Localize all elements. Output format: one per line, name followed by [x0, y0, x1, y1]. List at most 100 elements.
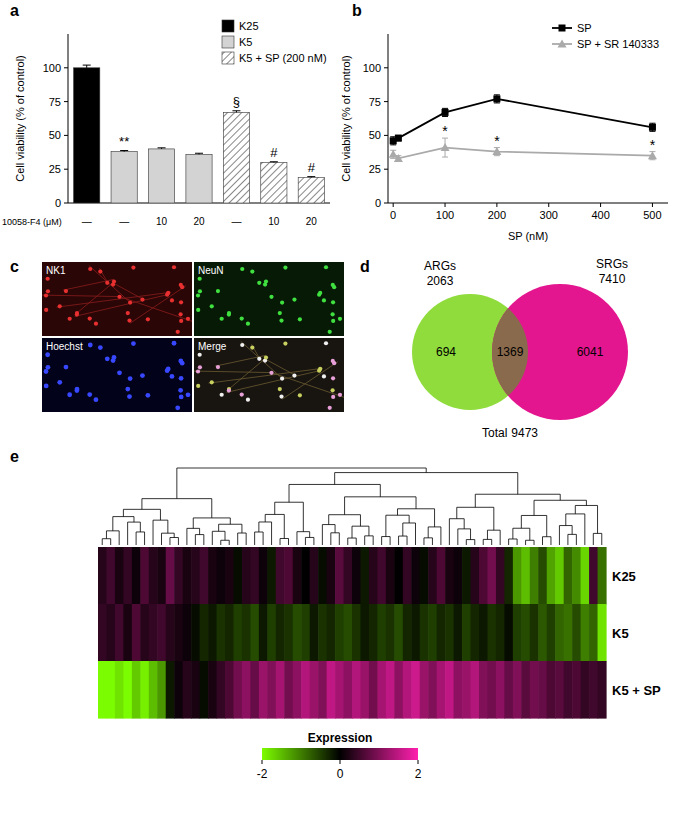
cell [127, 394, 132, 399]
heatmap-cell [479, 547, 488, 605]
figure: a0255075100Cell viability (% of control)… [0, 0, 685, 816]
heatmap-cell [487, 547, 496, 605]
y-tick [64, 169, 68, 170]
x-tick [548, 203, 549, 207]
dendrogram-branch [399, 536, 407, 545]
region-count: 1369 [497, 345, 524, 359]
cell [216, 365, 220, 369]
dendrogram-branch [280, 538, 288, 545]
colorbar-tick-label: 0 [337, 767, 344, 781]
neurite [209, 368, 324, 383]
set-size: 2063 [427, 274, 454, 288]
heatmap-cell [344, 604, 353, 662]
dendrogram-branch [475, 494, 560, 507]
point [493, 95, 500, 102]
x-tick-label: 400 [591, 209, 609, 221]
row-label: K5 + SP [612, 683, 661, 698]
heatmap-cell [352, 604, 361, 662]
annotation: # [270, 145, 278, 160]
dendrogram-branch [329, 515, 361, 526]
cell [131, 265, 135, 269]
y-tick-label: 0 [55, 197, 61, 209]
heatmap-cell [318, 547, 327, 605]
legend-marker [559, 25, 566, 32]
error-bar [395, 135, 401, 140]
legend-label: SP + SR 140333 [577, 38, 659, 50]
heatmap-cell [513, 547, 522, 605]
cell [278, 311, 282, 315]
venn-set [492, 284, 628, 420]
dendrogram-branch [348, 538, 356, 545]
cell [165, 368, 170, 373]
heatmap-cell [98, 604, 107, 662]
error-cap [307, 176, 315, 177]
cell [145, 393, 150, 398]
error-bar [195, 153, 203, 154]
colorbar-tick-label: -2 [257, 767, 268, 781]
dendrogram-branch [162, 533, 175, 545]
heatmap-cell [242, 547, 251, 605]
cell [179, 312, 183, 316]
heatmap-cell [352, 547, 361, 605]
heatmap-cell [530, 547, 539, 605]
cell [172, 265, 176, 269]
dendrogram-branch [289, 484, 380, 502]
cell [88, 343, 93, 348]
y-tick [64, 67, 68, 68]
heatmap-cell [200, 547, 209, 605]
heatmap-cell [166, 604, 175, 662]
heatmap-cell [504, 661, 513, 719]
dendrogram-branch [365, 536, 373, 545]
heatmap-cell [259, 547, 268, 605]
cell [283, 341, 287, 345]
cell [269, 371, 273, 375]
bar [111, 152, 137, 203]
x-axis-label: SP (nM) [508, 230, 548, 242]
dendrogram-branch [212, 531, 225, 545]
point [442, 109, 449, 116]
dendrogram-branch [297, 532, 310, 545]
cell [210, 380, 214, 384]
image-label: NK1 [46, 265, 66, 276]
heatmap-cell [411, 604, 420, 662]
heatmap-cell [106, 604, 115, 662]
cell [98, 269, 102, 273]
cell [240, 343, 244, 347]
cell [74, 388, 79, 393]
y-tick-label: 25 [369, 163, 381, 175]
annotation: * [442, 123, 448, 139]
y-tick-label: 50 [49, 129, 61, 141]
cell [172, 341, 177, 346]
cell [279, 318, 283, 322]
heatmap-cell [420, 604, 429, 662]
cell [165, 293, 169, 297]
heatmap-cell [547, 604, 556, 662]
heatmap-cell [479, 604, 488, 662]
colorbar-tick [340, 760, 341, 764]
colorbar-label: Expression [308, 731, 373, 745]
cell [220, 393, 224, 397]
dendrogram-branch [352, 526, 369, 538]
heatmap-cell [284, 604, 293, 662]
heatmap-cell [301, 547, 310, 605]
heatmap-cell [123, 604, 132, 662]
cell [257, 281, 261, 285]
heatmap-cell [140, 547, 149, 605]
heatmap-cell [250, 604, 259, 662]
image-background [42, 262, 192, 336]
heatmap-cell [547, 547, 556, 605]
heatmap-cell [487, 604, 496, 662]
cell [322, 374, 326, 378]
annotation: # [308, 160, 316, 175]
cell [44, 308, 48, 312]
cell [64, 289, 68, 293]
heatmap-cell [106, 547, 115, 605]
heatmap-cell [445, 547, 454, 605]
dendrogram-branch [322, 525, 335, 545]
neurite [282, 362, 338, 399]
heatmap-cell [335, 547, 344, 605]
point [441, 143, 450, 151]
error-cap [442, 116, 448, 117]
heatmap-cell [377, 547, 386, 605]
total: Total9473 [482, 426, 538, 440]
